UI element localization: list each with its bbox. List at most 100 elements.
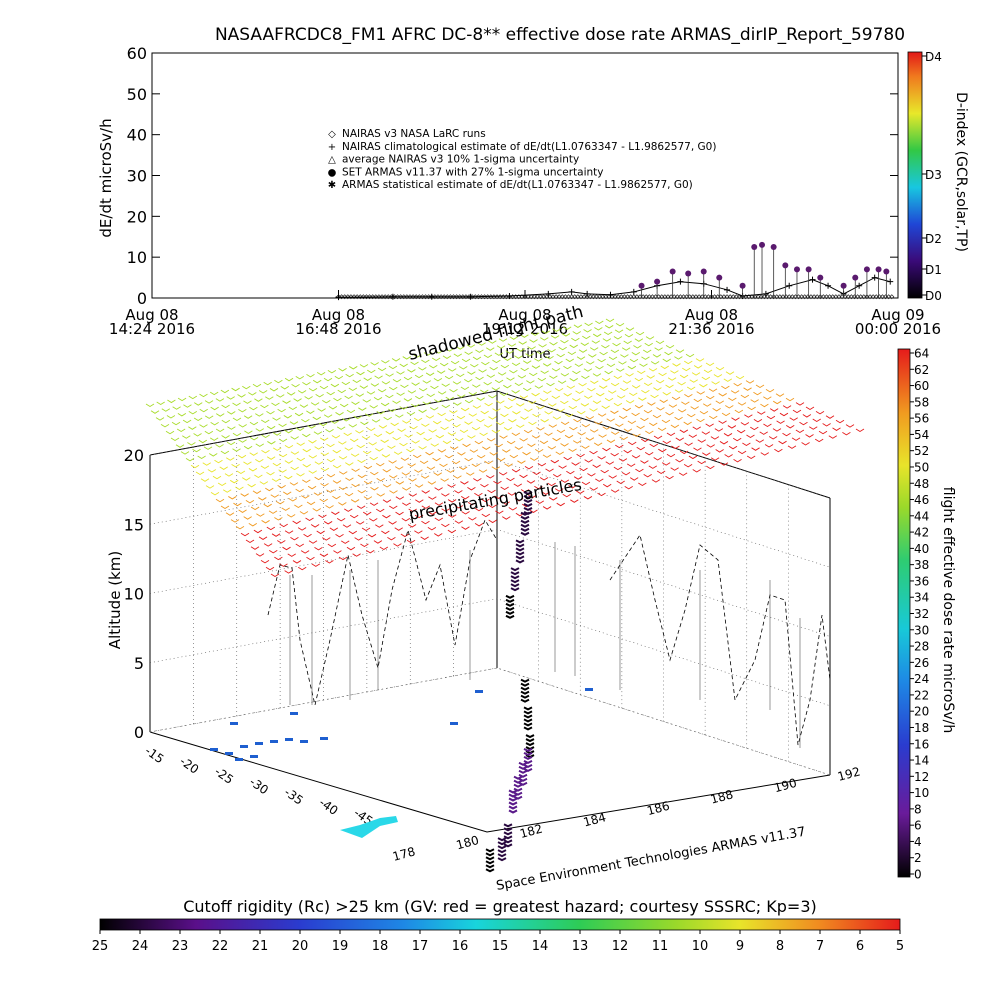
dose-sheet-mark <box>573 418 582 423</box>
dose-sheet-mark <box>215 398 225 402</box>
dose-sheet-mark <box>692 469 701 473</box>
dose-sheet-mark <box>150 410 160 414</box>
dose-sheet-mark <box>577 410 586 415</box>
dose-sheet-mark <box>667 377 677 381</box>
dose-sheet-mark <box>326 473 336 478</box>
dose-sheet-mark <box>644 451 654 456</box>
dose-sheet-mark <box>396 371 405 375</box>
dose-sheet-mark <box>410 403 420 408</box>
dose-sheet-mark <box>805 406 815 411</box>
dose-sheet-mark <box>631 351 641 356</box>
dose-sheet-mark <box>351 401 360 405</box>
dose-sheet-mark <box>645 336 655 340</box>
dose-sheet-mark <box>338 486 348 491</box>
flight-path-point <box>523 748 533 753</box>
dose-sheet-mark <box>547 482 556 487</box>
dose-sheet-mark <box>349 438 359 443</box>
dose-sheet-mark <box>284 570 293 574</box>
dose-sheet-mark <box>763 423 772 428</box>
dose-sheet-mark <box>519 438 528 442</box>
dose-sheet-mark <box>601 345 610 349</box>
dose-sheet-mark <box>311 563 321 567</box>
dose-sheet-mark <box>554 387 564 392</box>
flight-path-point <box>520 686 530 691</box>
dose-sheet-mark <box>290 436 299 440</box>
dose-sheet-mark <box>719 441 729 445</box>
dose-sheet-mark <box>582 335 591 340</box>
dose-sheet-mark <box>385 394 394 399</box>
dose-sheet-mark <box>217 482 227 486</box>
dose-sheet-mark <box>500 413 509 418</box>
dose-sheet-mark <box>329 527 339 531</box>
dose-sheet-mark <box>764 444 774 448</box>
dose-sheet-mark <box>577 432 586 436</box>
dose-sheet-mark <box>317 408 326 412</box>
dose-tick-label: 20 <box>914 705 929 719</box>
dose-sheet-mark <box>554 360 563 365</box>
ground-track-cyan <box>340 816 398 838</box>
dose-sheet-mark <box>594 421 603 425</box>
top-y-axis-label: dE/dt microSv/h <box>97 118 115 237</box>
dose-sheet-mark <box>499 435 508 439</box>
dose-sheet-mark <box>374 375 383 379</box>
dose-sheet-mark <box>706 444 715 448</box>
dose-sheet-mark <box>308 387 318 392</box>
dose-sheet-mark <box>504 405 513 410</box>
dose-sheet-mark <box>610 382 620 387</box>
dose-sheet-mark <box>472 384 481 388</box>
dose-sheet-mark <box>525 353 534 357</box>
dose-sheet-mark <box>666 453 676 458</box>
dose-sheet-mark <box>710 457 720 461</box>
dose-sheet-mark <box>323 414 333 418</box>
dose-sheet-mark <box>260 404 269 409</box>
dose-sheet-mark <box>429 365 438 369</box>
dose-sheet-mark <box>635 468 644 473</box>
flight-path-point <box>508 797 518 802</box>
climatological-point <box>809 276 816 283</box>
dose-sheet-mark <box>711 381 720 385</box>
dose-sheet-mark <box>220 389 230 394</box>
dose-sheet-mark <box>825 415 835 419</box>
flight-path-point <box>505 602 515 607</box>
flight-path-point <box>503 839 513 844</box>
dose-sheet-mark <box>520 334 529 338</box>
dose-sheet-mark <box>613 336 623 340</box>
dose-sheet-mark <box>325 505 334 509</box>
dose-sheet-mark <box>468 392 478 396</box>
dose-sheet-mark <box>335 533 344 538</box>
dose-sheet-mark <box>643 473 652 478</box>
dose-sheet-mark <box>688 434 698 438</box>
dose-sheet-mark <box>373 433 383 438</box>
dose-sheet-mark <box>494 495 503 499</box>
dose-sheet-mark <box>549 497 558 501</box>
dose-sheet-mark <box>301 418 310 423</box>
dose-sheet-mark <box>420 536 429 540</box>
dose-sheet-mark <box>818 430 828 435</box>
dose-sheet-mark <box>357 489 366 494</box>
dose-sheet-mark <box>512 411 521 415</box>
dose-sheet-mark <box>232 417 242 422</box>
dose-sheet-mark <box>511 362 521 367</box>
dose-sheet-mark <box>522 451 531 456</box>
dose-sheet-mark <box>362 399 371 403</box>
dose-sheet-mark <box>702 403 712 407</box>
flight-path-point <box>523 718 533 723</box>
dose-sheet-mark <box>569 378 578 382</box>
dose-sheet-mark <box>260 465 270 469</box>
flight-path-point <box>508 805 518 810</box>
flight-path-point <box>520 682 530 687</box>
dose-sheet-mark <box>350 453 360 457</box>
dose-sheet-mark <box>532 471 541 475</box>
dose-sheet-mark <box>629 477 639 481</box>
dose-sheet-mark <box>604 325 614 329</box>
dose-sheet-mark <box>226 441 236 446</box>
rc-tick-label: 7 <box>816 939 824 954</box>
dose-sheet-mark <box>772 428 782 432</box>
dose-sheet-mark <box>238 439 247 443</box>
dose-sheet-mark <box>520 367 529 372</box>
dose-sheet-mark <box>511 390 520 394</box>
dose-sheet-mark <box>394 527 403 531</box>
flight-path-point <box>505 610 515 615</box>
dose-sheet-mark <box>629 392 638 397</box>
x-tick-time: 14:24 2016 <box>109 320 195 338</box>
